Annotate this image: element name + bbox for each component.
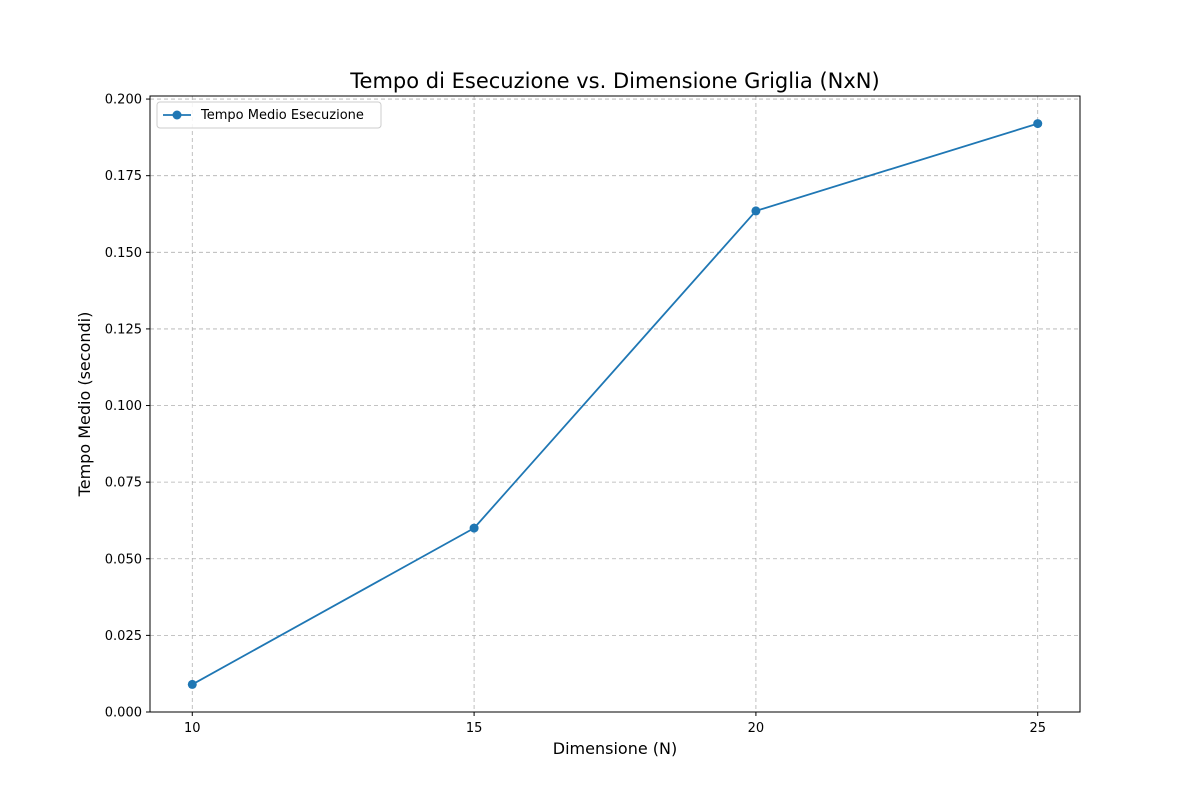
legend: Tempo Medio Esecuzione <box>156 101 382 129</box>
data-point <box>1033 119 1043 129</box>
y-tick-label: 0.100 <box>105 399 142 414</box>
data-point <box>187 679 197 689</box>
x-tick-label: 20 <box>748 721 765 736</box>
plot-area-frame <box>149 95 1081 713</box>
x-tick-label: 15 <box>466 721 483 736</box>
y-tick-label: 0.125 <box>105 322 142 337</box>
data-point <box>469 523 479 533</box>
x-axis-label: Dimensione (N) <box>553 739 677 758</box>
y-tick-label: 0.075 <box>105 476 142 491</box>
tick-layer: 0.000 0.025 0.050 0.075 0.100 0.125 0.150 0.175… <box>105 93 1046 736</box>
y-tick-label: 0.050 <box>105 552 142 567</box>
legend-marker-sample <box>172 110 182 120</box>
data-point <box>751 206 761 216</box>
series-layer <box>187 119 1043 689</box>
y-tick-label: 0.200 <box>105 93 142 108</box>
y-tick-label: 0.150 <box>105 246 142 261</box>
x-tick-label: 10 <box>184 721 201 736</box>
series-line <box>191 122 1038 686</box>
y-tick-label: 0.175 <box>105 169 142 184</box>
y-axis-label: Tempo Medio (secondi) <box>75 312 94 498</box>
legend-box <box>156 101 382 129</box>
chart-title: Tempo di Esecuzione vs. Dimensione Grigl… <box>349 69 879 93</box>
y-tick-label: 0.000 <box>105 706 142 721</box>
x-tick-label: 25 <box>1029 721 1046 736</box>
y-tick-label: 0.025 <box>105 629 142 644</box>
legend-label: Tempo Medio Esecuzione <box>200 108 364 123</box>
